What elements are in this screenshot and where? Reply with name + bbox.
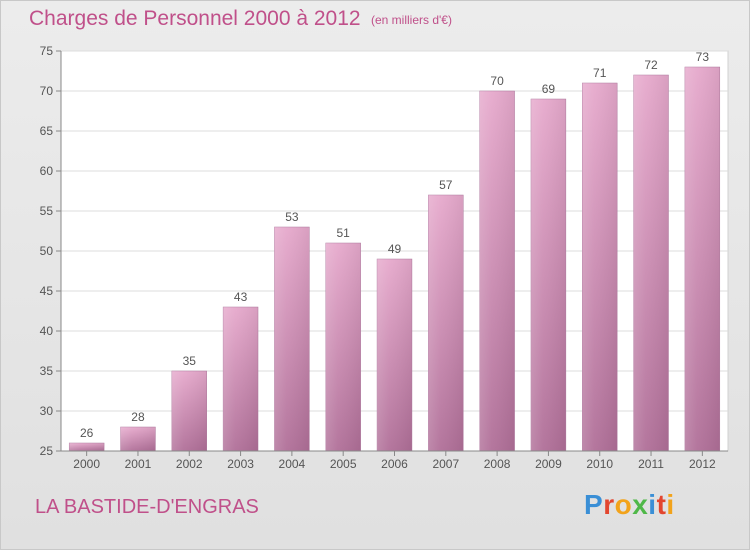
x-tick-label: 2007: [432, 457, 459, 471]
bar-shine: [377, 259, 412, 451]
logo-letter: i: [648, 489, 657, 520]
bar-shine: [274, 227, 310, 451]
x-tick-label: 2008: [484, 457, 511, 471]
chart-title: Charges de Personnel 2000 à 2012: [29, 7, 361, 30]
x-tick-label: 2011: [638, 457, 664, 471]
y-tick-label: 70: [40, 84, 54, 98]
bar-shine: [69, 443, 105, 451]
bar-value-label: 53: [285, 210, 299, 224]
bar-value-label: 49: [388, 242, 402, 256]
bar-shine: [530, 99, 566, 451]
bar-value-label: 51: [337, 226, 351, 240]
y-tick-label: 55: [40, 204, 54, 218]
y-tick-label: 50: [40, 244, 54, 258]
x-tick-label: 2004: [279, 457, 306, 471]
bar-value-label: 57: [439, 178, 453, 192]
logo-letter: x: [632, 489, 649, 520]
bar-shine: [120, 427, 156, 451]
location-name: LA BASTIDE-D'ENGRAS: [35, 496, 259, 518]
x-tick-label: 2003: [227, 457, 254, 471]
x-tick-label: 2012: [689, 457, 716, 471]
bar-value-label: 28: [131, 410, 145, 424]
bar-value-label: 70: [490, 74, 504, 88]
y-tick-label: 75: [40, 44, 54, 58]
bar-shine: [325, 243, 361, 451]
logo-letter: t: [656, 489, 667, 520]
bar-value-label: 72: [644, 58, 658, 72]
y-tick-label: 60: [40, 164, 54, 178]
chart-subtitle: (en milliers d'€): [371, 13, 452, 27]
bar-value-label: 43: [234, 290, 248, 304]
logo-letter: i: [666, 489, 675, 520]
bar-shine: [223, 307, 259, 451]
y-tick-label: 40: [40, 324, 54, 338]
y-tick-label: 25: [40, 444, 54, 458]
y-tick-label: 45: [40, 284, 54, 298]
y-tick-label: 35: [40, 364, 54, 378]
y-tick-label: 30: [40, 404, 54, 418]
bar-value-label: 26: [80, 426, 94, 440]
bar-shine: [582, 83, 618, 451]
bar-shine: [428, 195, 464, 451]
bar-value-label: 69: [542, 82, 556, 96]
x-tick-label: 2000: [73, 457, 100, 471]
proxiti-logo: Proxiti: [584, 489, 675, 521]
bar-shine: [684, 67, 720, 451]
bar-shine: [633, 75, 669, 451]
bar-shine: [171, 371, 207, 451]
bar-value-label: 73: [696, 50, 710, 64]
logo-letter: P: [584, 489, 604, 520]
x-tick-label: 2006: [381, 457, 408, 471]
bar-value-label: 35: [183, 354, 197, 368]
bar-shine: [479, 91, 515, 451]
x-tick-label: 2009: [535, 457, 562, 471]
y-tick-label: 65: [40, 124, 54, 138]
x-tick-label: 2005: [330, 457, 357, 471]
logo-letter: o: [614, 489, 633, 520]
x-tick-label: 2010: [586, 457, 613, 471]
bar-value-label: 71: [593, 66, 607, 80]
logo-letter: r: [603, 489, 615, 520]
x-tick-label: 2001: [125, 457, 152, 471]
x-tick-label: 2002: [176, 457, 203, 471]
